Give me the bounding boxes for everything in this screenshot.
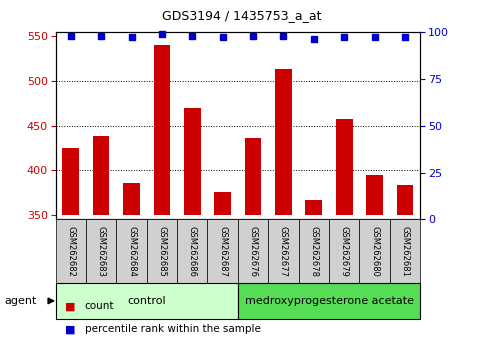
Text: GSM262682: GSM262682 [66,226,75,277]
Text: GSM262678: GSM262678 [309,226,318,277]
Bar [238,283,420,319]
Point [401,35,409,40]
Bar [268,219,298,283]
Bar [390,219,420,283]
Text: GSM262685: GSM262685 [157,226,167,277]
Point [219,35,227,40]
Point [128,35,135,40]
Bar [245,138,261,215]
Text: count: count [85,301,114,311]
Bar [214,192,231,215]
Bar [154,45,170,215]
Text: ■: ■ [65,301,76,311]
Text: percentile rank within the sample: percentile rank within the sample [85,324,260,334]
Text: agent: agent [5,296,37,306]
Text: GSM262676: GSM262676 [249,226,257,277]
Text: GSM262686: GSM262686 [188,226,197,277]
Point [371,35,379,40]
Point [97,33,105,39]
Bar [275,69,292,215]
Text: GSM262680: GSM262680 [370,226,379,277]
Text: GSM262683: GSM262683 [97,226,106,277]
Bar [93,136,110,215]
Bar [147,219,177,283]
Bar [56,283,238,319]
Bar [397,185,413,215]
Point [249,33,257,39]
Bar [238,219,268,283]
Bar [62,148,79,215]
Text: medroxyprogesterone acetate: medroxyprogesterone acetate [244,296,413,306]
Bar [123,183,140,215]
Text: control: control [128,296,166,306]
Text: GSM262684: GSM262684 [127,226,136,277]
Bar [298,219,329,283]
Point [280,33,287,39]
Bar [359,219,390,283]
Text: GSM262681: GSM262681 [400,226,410,277]
Bar [366,175,383,215]
Text: ■: ■ [65,324,76,334]
Bar [86,219,116,283]
Text: GSM262679: GSM262679 [340,226,349,277]
Bar [56,219,86,283]
Text: GDS3194 / 1435753_a_at: GDS3194 / 1435753_a_at [162,9,321,22]
Bar [208,219,238,283]
Point [310,36,318,42]
Bar [116,219,147,283]
Bar [336,119,353,215]
Bar [329,219,359,283]
Point [188,33,196,39]
Bar [305,200,322,215]
Point [158,31,166,36]
Point [67,33,74,39]
Text: GSM262687: GSM262687 [218,226,227,277]
Bar [184,108,200,215]
Bar [177,219,208,283]
Text: GSM262677: GSM262677 [279,226,288,277]
Point [341,35,348,40]
